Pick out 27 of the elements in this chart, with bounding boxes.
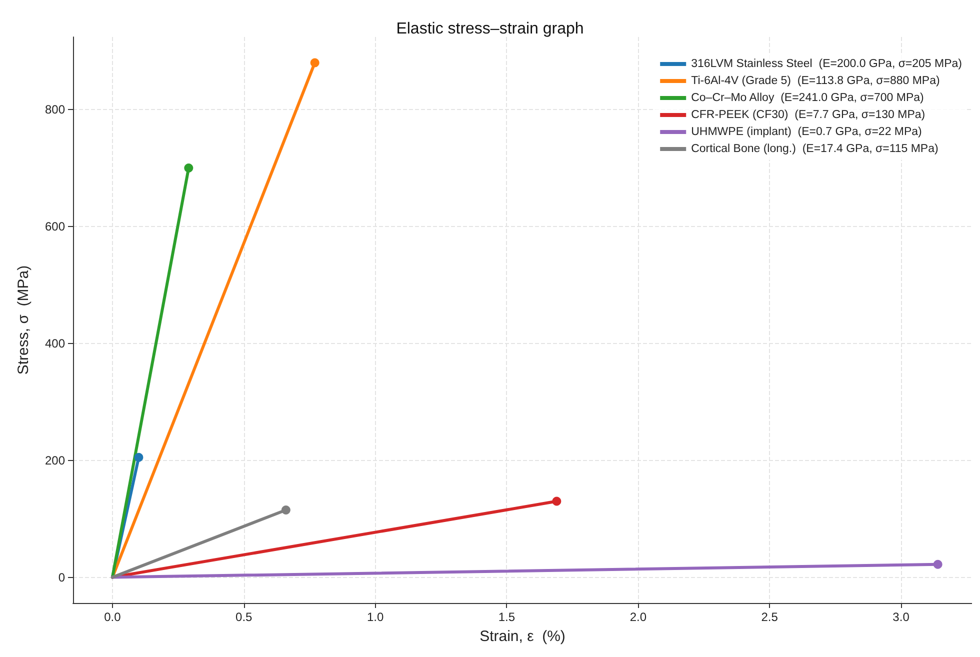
y-tick-label: 800 [44, 102, 66, 117]
y-axis-title: Stress, σ (MPa) [15, 265, 32, 375]
legend-label: Cortical Bone (long.) (E=17.4 GPa, σ=115 MPa) [691, 143, 938, 155]
legend-label: Co–Cr–Mo Alloy (E=241.0 GPa, σ=700 MPa) [691, 92, 924, 104]
x-axis-title: Strain, ε (%) [480, 628, 566, 645]
legend-label: UHMWPE (implant) (E=0.7 GPa, σ=22 MPa) [691, 126, 922, 138]
legend-label: 316LVM Stainless Steel (E=200.0 GPa, σ=205 MPa) [691, 58, 962, 70]
y-tick-label: 200 [44, 453, 66, 468]
x-tick-label: 0.5 [236, 610, 253, 624]
point [310, 58, 320, 68]
point [184, 163, 194, 172]
legend-label: Ti-6Al-4V (Grade 5) (E=113.8 GPa, σ=880 MPa) [691, 75, 940, 87]
x-tick-label: 1.5 [498, 610, 516, 624]
x-tick-label: 2.0 [630, 610, 647, 624]
legend-label: CFR-PEEK (CF30) (E=7.7 GPa, σ=130 MPa) [691, 109, 926, 121]
point [552, 496, 562, 506]
x-tick-label: 2.5 [761, 610, 778, 624]
point [933, 560, 942, 569]
y-tick-label: 0 [58, 570, 66, 584]
x-tick-label: 0.0 [104, 610, 122, 624]
point [134, 452, 144, 462]
x-tick-label: 1.0 [366, 610, 384, 624]
y-tick-label: 600 [44, 219, 66, 234]
y-tick-label: 400 [44, 336, 66, 350]
chart-title: Elastic stress–strain graph [396, 20, 584, 38]
x-tick-label: 3.0 [892, 610, 910, 624]
point [281, 506, 290, 515]
